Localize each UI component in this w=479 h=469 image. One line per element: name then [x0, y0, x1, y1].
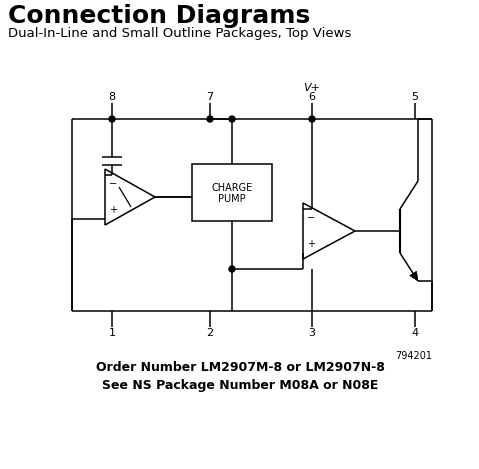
Circle shape	[229, 266, 235, 272]
Text: Order Number LM2907M-8 or LM2907N-8
See NS Package Number M08A or N08E: Order Number LM2907M-8 or LM2907N-8 See …	[96, 361, 385, 392]
Text: 8: 8	[108, 92, 115, 102]
Text: Dual-In-Line and Small Outline Packages, Top Views: Dual-In-Line and Small Outline Packages,…	[8, 27, 352, 40]
Text: −: −	[307, 213, 315, 223]
Text: PUMP: PUMP	[218, 194, 246, 204]
Text: Connection Diagrams: Connection Diagrams	[8, 4, 310, 28]
Circle shape	[229, 116, 235, 122]
Text: 4: 4	[411, 328, 419, 338]
Polygon shape	[410, 271, 418, 281]
Text: 2: 2	[206, 328, 214, 338]
Text: 7: 7	[206, 92, 214, 102]
Text: 3: 3	[308, 328, 316, 338]
Text: 1: 1	[109, 328, 115, 338]
Text: CHARGE: CHARGE	[211, 182, 252, 192]
Circle shape	[109, 116, 115, 122]
Text: V+: V+	[304, 83, 320, 93]
Text: −: −	[109, 179, 117, 189]
Text: 794201: 794201	[395, 351, 432, 361]
Bar	[192, 164, 272, 221]
Text: 6: 6	[308, 92, 316, 102]
Circle shape	[309, 116, 315, 122]
Text: +: +	[109, 205, 117, 215]
Text: +: +	[307, 239, 315, 249]
Text: 5: 5	[411, 92, 419, 102]
Circle shape	[207, 116, 213, 122]
